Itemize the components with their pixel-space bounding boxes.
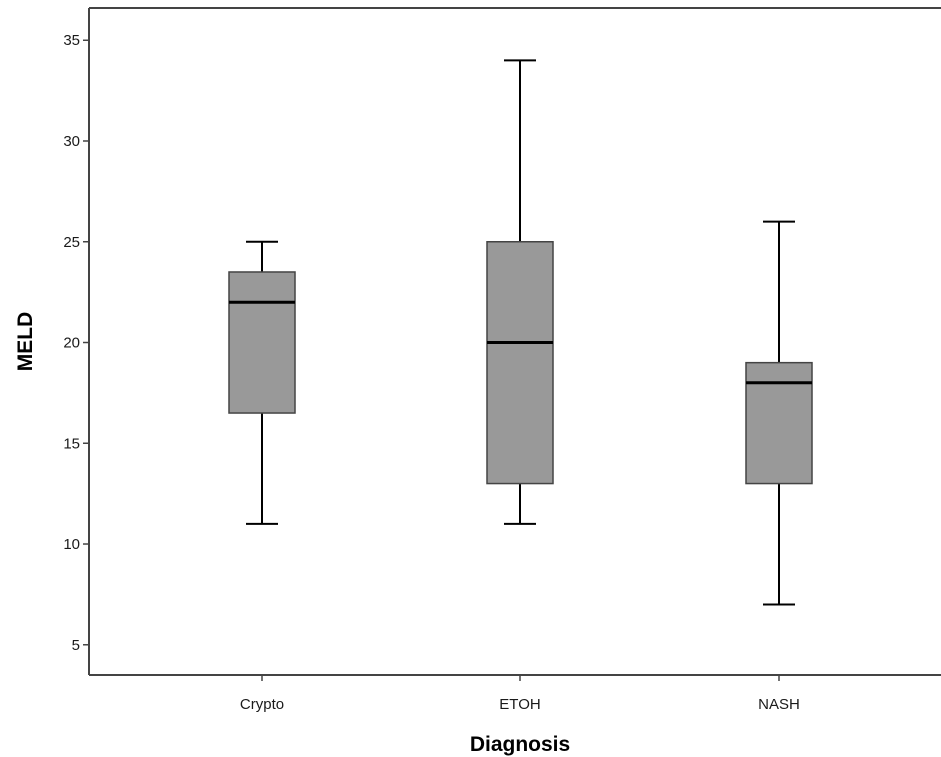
iqr-box xyxy=(486,241,554,485)
iqr-box xyxy=(745,361,813,485)
y-tick-label: 25 xyxy=(63,234,80,251)
y-tick-label: 5 xyxy=(72,637,80,654)
box-nash xyxy=(745,220,813,606)
y-tick-label: 10 xyxy=(63,536,80,553)
x-axis-ticks: Crypto ETOH NASH xyxy=(240,675,800,713)
y-axis-title: MELD xyxy=(14,312,37,372)
x-tick-label: Crypto xyxy=(240,696,284,713)
x-tick-label: ETOH xyxy=(499,696,540,713)
y-tick-label: 15 xyxy=(63,435,80,452)
y-axis-ticks: 5 10 15 20 25 30 35 xyxy=(63,32,89,654)
plot-area xyxy=(88,7,941,676)
boxes xyxy=(228,59,813,606)
box-crypto xyxy=(228,240,296,525)
x-tick-label: NASH xyxy=(758,696,800,713)
iqr-box xyxy=(228,271,296,414)
y-tick-label: 20 xyxy=(63,335,80,352)
box-etoh xyxy=(486,59,554,525)
x-axis-title: Diagnosis xyxy=(470,733,570,756)
y-tick-label: 30 xyxy=(63,133,80,150)
y-tick-label: 35 xyxy=(63,32,80,49)
